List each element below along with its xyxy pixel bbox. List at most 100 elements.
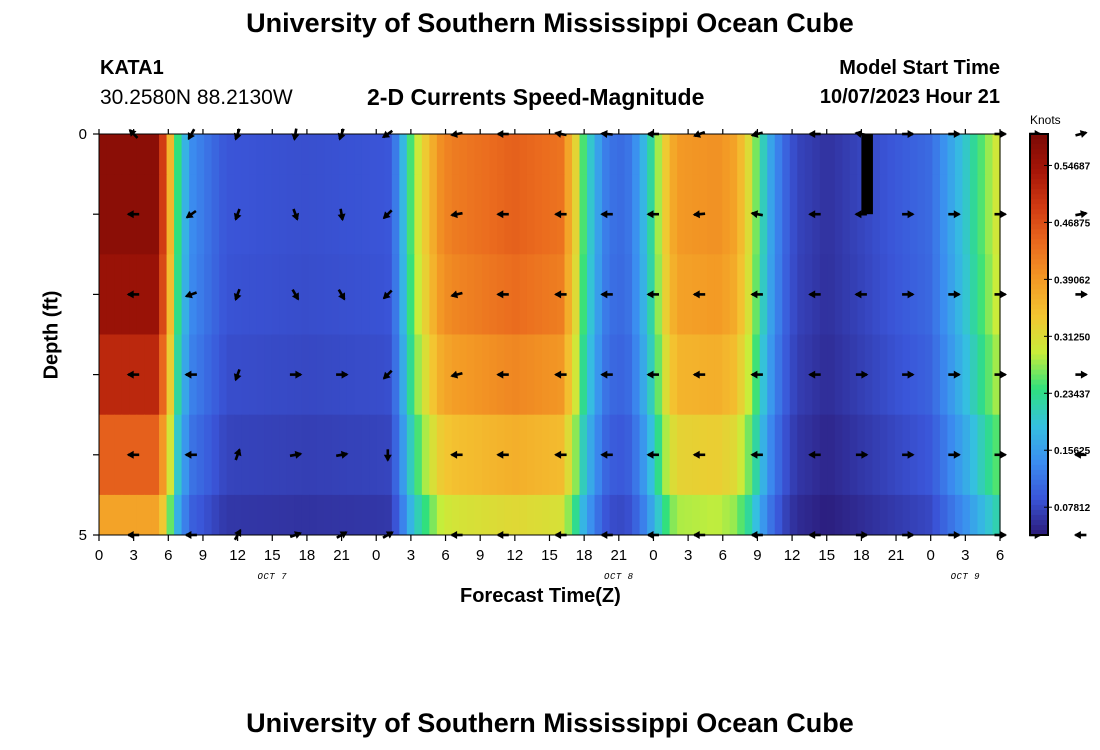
heatmap-cell	[174, 494, 183, 536]
current-vector-arrow	[692, 290, 706, 299]
heatmap-cell	[391, 414, 400, 496]
heatmap-cell	[617, 334, 626, 416]
colorbar-segment	[1030, 154, 1048, 160]
heatmap-cell	[354, 254, 363, 335]
vector-head	[692, 210, 700, 219]
heatmap-cell	[489, 334, 498, 416]
colorbar-segment	[1030, 324, 1048, 331]
heatmap-cell	[106, 414, 115, 496]
heatmap-cells	[99, 134, 1001, 536]
colorbar-segment	[1030, 144, 1048, 150]
station-id: KATA1	[100, 57, 164, 79]
heatmap-cell	[609, 134, 618, 175]
heatmap-cell	[917, 134, 926, 175]
heatmap-cell	[279, 414, 288, 496]
heatmap-cell	[166, 134, 175, 175]
heatmap-cell	[579, 334, 588, 416]
x-tick-label: 3	[961, 547, 969, 564]
heatmap-cell	[909, 134, 919, 175]
heatmap-cell	[264, 254, 273, 335]
heatmap-cell	[879, 414, 888, 496]
heatmap-cell	[504, 494, 513, 536]
vector-head	[233, 293, 242, 301]
colorbar-segment	[1030, 179, 1048, 185]
heatmap-cell	[894, 134, 903, 175]
colorbar-segment	[1030, 519, 1048, 526]
heatmap-cell	[211, 174, 220, 255]
vector-head	[382, 211, 391, 220]
current-vector-arrow	[600, 450, 613, 459]
current-vector-arrow	[692, 450, 706, 459]
heatmap-cell	[279, 174, 288, 255]
heatmap-cell	[564, 254, 573, 335]
heatmap-cell	[256, 414, 265, 496]
current-vector-arrow	[948, 450, 961, 459]
heatmap-cell	[406, 254, 415, 335]
colorbar-segment	[1030, 294, 1048, 301]
heatmap-cell	[759, 254, 768, 335]
colorbar-segment	[1030, 244, 1048, 250]
vector-head	[184, 450, 192, 459]
heatmap-cell	[436, 414, 445, 496]
heatmap-cell	[759, 494, 768, 536]
heatmap-cell	[106, 134, 115, 175]
heatmap-cell	[669, 254, 678, 335]
heatmap-cell	[969, 414, 979, 496]
current-vector-arrow	[1075, 130, 1088, 138]
colorbar-segment	[1030, 334, 1048, 341]
heatmap-cell	[587, 174, 596, 255]
heatmap-cell	[271, 174, 280, 255]
heatmap-cell	[249, 254, 258, 335]
page-title: University of Southern Mississippi Ocean…	[246, 8, 854, 38]
heatmap-cell	[166, 494, 175, 536]
x-tick-label: 0	[372, 547, 380, 564]
current-vector-arrow	[855, 450, 869, 459]
heatmap-cell	[707, 254, 716, 335]
colorbar-segment	[1030, 269, 1048, 275]
heatmap-cell	[557, 134, 566, 175]
heatmap-cell	[662, 174, 671, 255]
heatmap-cell	[939, 254, 949, 335]
heatmap-cell	[729, 334, 738, 416]
colorbar-segment	[1030, 449, 1048, 456]
heatmap-cell	[932, 334, 941, 416]
heatmap-cell	[151, 134, 160, 175]
heatmap-cell	[984, 134, 994, 175]
colorbar-segment	[1030, 509, 1048, 516]
heatmap-cell	[121, 334, 130, 416]
heatmap-cell	[354, 334, 363, 416]
heatmap-cell	[549, 134, 558, 175]
heatmap-cell	[421, 174, 430, 255]
heatmap-cell	[789, 134, 798, 175]
heatmap-cell	[481, 174, 491, 255]
heatmap-cell	[429, 134, 438, 175]
heatmap-cell	[346, 494, 355, 536]
heatmap-cell	[804, 134, 813, 175]
heatmap-cell	[436, 174, 445, 255]
current-vector-arrow	[854, 290, 867, 299]
heatmap-cell	[669, 334, 678, 416]
heatmap-cell	[339, 494, 348, 536]
colorbar-segment	[1030, 249, 1048, 255]
current-vector-arrow	[554, 210, 567, 219]
vector-head	[496, 370, 504, 379]
heatmap-cell	[436, 494, 445, 536]
x-tick-label: 18	[853, 547, 870, 564]
heatmap-cell	[391, 174, 400, 255]
heatmap-cell	[541, 414, 551, 496]
heatmap-cell	[669, 174, 678, 255]
heatmap-cell	[894, 334, 903, 416]
x-axis-label: Forecast Time(Z)	[460, 585, 621, 607]
colorbar-segment	[1030, 444, 1048, 451]
vector-head	[496, 450, 504, 459]
heatmap-cell	[429, 414, 438, 496]
heatmap-cell	[354, 174, 363, 255]
heatmap-cell	[511, 174, 521, 255]
vector-head	[750, 370, 758, 379]
heatmap-cell	[219, 334, 228, 416]
heatmap-cell	[526, 414, 536, 496]
heatmap-cell	[466, 134, 476, 175]
heatmap-cell	[511, 334, 521, 416]
heatmap-cell	[819, 334, 828, 416]
heatmap-cell	[969, 494, 979, 536]
